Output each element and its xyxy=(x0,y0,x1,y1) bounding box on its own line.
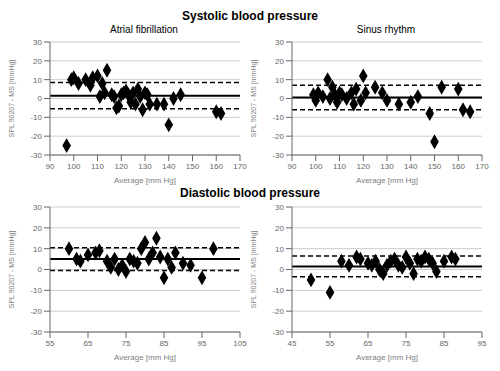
svg-text:Average [mm Hg]: Average [mm Hg] xyxy=(356,176,418,185)
svg-text:Average [mm Hg]: Average [mm Hg] xyxy=(356,353,418,362)
svg-text:-30: -30 xyxy=(30,328,42,337)
svg-text:-30: -30 xyxy=(30,151,42,160)
svg-text:30: 30 xyxy=(275,38,284,47)
svg-text:150: 150 xyxy=(428,162,442,171)
svg-text:150: 150 xyxy=(186,162,200,171)
svg-text:160: 160 xyxy=(210,162,224,171)
svg-text:Average [mm Hg]: Average [mm Hg] xyxy=(114,176,176,185)
svg-text:90: 90 xyxy=(288,162,297,171)
svg-text:-30: -30 xyxy=(272,328,284,337)
svg-text:-10: -10 xyxy=(30,113,42,122)
svg-text:110: 110 xyxy=(91,162,104,171)
svg-text:20: 20 xyxy=(275,224,284,233)
svg-text:SPL 90207 - MS [mmHg]: SPL 90207 - MS [mmHg] xyxy=(8,231,16,309)
svg-text:-20: -20 xyxy=(30,132,42,141)
svg-text:75: 75 xyxy=(122,339,131,348)
svg-text:30: 30 xyxy=(33,38,42,47)
svg-text:55: 55 xyxy=(326,339,335,348)
svg-text:55: 55 xyxy=(46,339,55,348)
html-text:Diastolic blood pressure: Diastolic blood pressure xyxy=(180,186,320,200)
svg-text:0: 0 xyxy=(280,265,285,274)
svg-text:130: 130 xyxy=(138,162,152,171)
svg-text:110: 110 xyxy=(333,162,346,171)
svg-text:-10: -10 xyxy=(272,113,284,122)
svg-text:160: 160 xyxy=(452,162,466,171)
svg-text:170: 170 xyxy=(475,162,489,171)
svg-text:140: 140 xyxy=(404,162,418,171)
svg-text:20: 20 xyxy=(275,57,284,66)
svg-text:85: 85 xyxy=(160,339,169,348)
svg-text:120: 120 xyxy=(357,162,371,171)
svg-text:0: 0 xyxy=(38,94,43,103)
svg-text:0: 0 xyxy=(38,265,43,274)
svg-text:Average [mm Hg]: Average [mm Hg] xyxy=(114,353,176,362)
svg-text:95: 95 xyxy=(198,339,207,348)
svg-text:45: 45 xyxy=(288,339,297,348)
svg-text:10: 10 xyxy=(33,245,42,254)
svg-text:105: 105 xyxy=(233,339,247,348)
html-text:Atrial fibrillation: Atrial fibrillation xyxy=(110,24,178,35)
svg-text:SPL 90207 - MS [mmHg]: SPL 90207 - MS [mmHg] xyxy=(250,60,258,138)
svg-text:100: 100 xyxy=(67,162,81,171)
svg-text:120: 120 xyxy=(115,162,129,171)
svg-text:30: 30 xyxy=(275,203,284,212)
svg-text:65: 65 xyxy=(84,339,93,348)
svg-text:10: 10 xyxy=(275,245,284,254)
svg-text:75: 75 xyxy=(402,339,411,348)
svg-text:20: 20 xyxy=(33,57,42,66)
svg-text:95: 95 xyxy=(478,339,487,348)
svg-text:10: 10 xyxy=(275,76,284,85)
svg-text:-10: -10 xyxy=(30,286,42,295)
svg-text:20: 20 xyxy=(33,224,42,233)
svg-text:130: 130 xyxy=(380,162,394,171)
svg-text:30: 30 xyxy=(33,203,42,212)
svg-text:85: 85 xyxy=(440,339,449,348)
svg-text:170: 170 xyxy=(233,162,247,171)
svg-text:-20: -20 xyxy=(272,132,284,141)
svg-text:-20: -20 xyxy=(30,307,42,316)
svg-text:65: 65 xyxy=(364,339,373,348)
svg-text:SPL 90207 - MS [mmHg]: SPL 90207 - MS [mmHg] xyxy=(250,231,258,309)
svg-text:140: 140 xyxy=(162,162,176,171)
html-text:Sinus rhythm: Sinus rhythm xyxy=(356,24,416,35)
svg-text:0: 0 xyxy=(280,94,285,103)
html-text:Systolic blood pressure: Systolic blood pressure xyxy=(182,9,318,23)
svg-text:100: 100 xyxy=(309,162,323,171)
svg-text:90: 90 xyxy=(46,162,55,171)
svg-text:-10: -10 xyxy=(272,286,284,295)
svg-text:-30: -30 xyxy=(272,151,284,160)
svg-text:-20: -20 xyxy=(272,307,284,316)
svg-text:10: 10 xyxy=(33,76,42,85)
svg-text:SPL 90207 - MS [mmHg]: SPL 90207 - MS [mmHg] xyxy=(8,60,16,138)
